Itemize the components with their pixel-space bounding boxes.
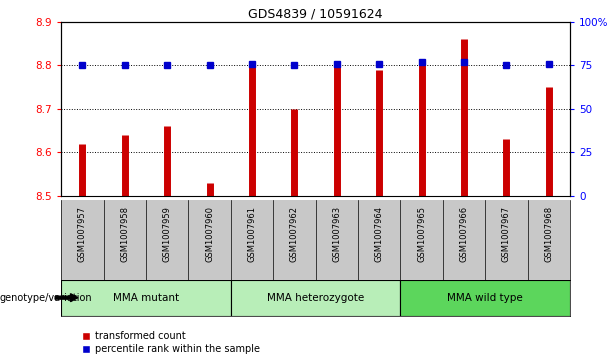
Text: MMA wild type: MMA wild type bbox=[447, 293, 523, 303]
Text: genotype/variation: genotype/variation bbox=[0, 293, 93, 303]
Text: GSM1007965: GSM1007965 bbox=[417, 206, 426, 262]
Text: GSM1007962: GSM1007962 bbox=[290, 206, 299, 262]
Text: GSM1007957: GSM1007957 bbox=[78, 206, 87, 262]
Text: GSM1007968: GSM1007968 bbox=[544, 206, 554, 262]
Legend: transformed count, percentile rank within the sample: transformed count, percentile rank withi… bbox=[78, 327, 264, 358]
Text: MMA mutant: MMA mutant bbox=[113, 293, 179, 303]
Bar bbox=[61, 280, 231, 316]
Text: GSM1007966: GSM1007966 bbox=[460, 206, 468, 262]
Text: GSM1007960: GSM1007960 bbox=[205, 206, 214, 262]
Title: GDS4839 / 10591624: GDS4839 / 10591624 bbox=[248, 8, 383, 21]
Bar bbox=[400, 280, 570, 316]
Text: GSM1007967: GSM1007967 bbox=[502, 206, 511, 262]
Text: GSM1007963: GSM1007963 bbox=[332, 206, 341, 262]
Bar bbox=[231, 280, 400, 316]
Text: GSM1007964: GSM1007964 bbox=[375, 206, 384, 262]
Text: GSM1007961: GSM1007961 bbox=[248, 206, 257, 262]
Text: GSM1007958: GSM1007958 bbox=[120, 206, 129, 262]
Text: GSM1007959: GSM1007959 bbox=[163, 206, 172, 262]
Text: MMA heterozygote: MMA heterozygote bbox=[267, 293, 364, 303]
